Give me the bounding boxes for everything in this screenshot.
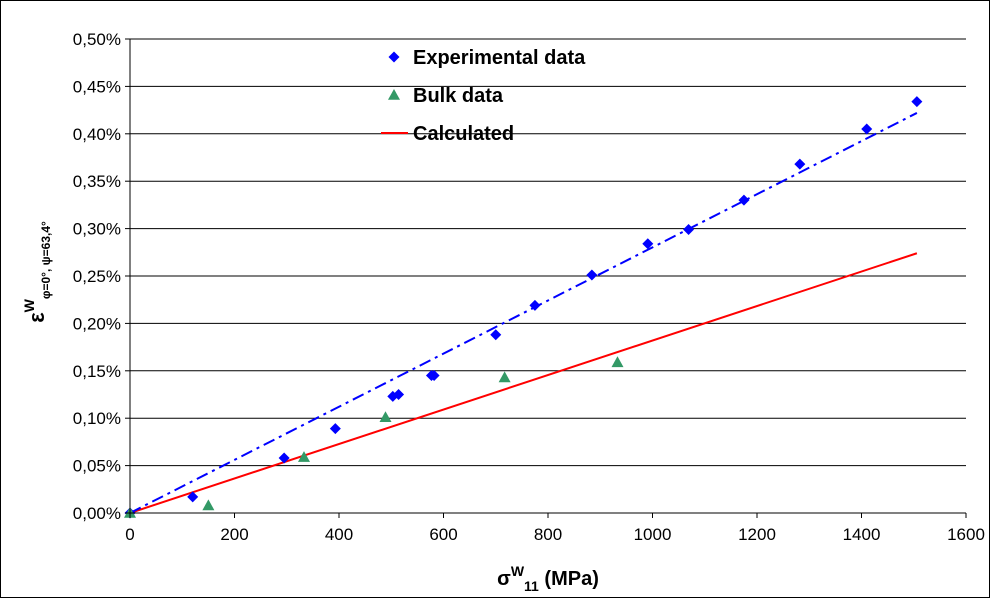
y-tick-label: 0,20% [73,314,121,333]
legend-marker [388,89,400,100]
data-point-bulk-data [297,451,310,462]
x-tick-label: 600 [429,525,457,544]
series-layer [124,96,923,519]
data-point-experimental-data [490,329,502,341]
y-tick-label: 0,05% [73,457,121,476]
x-tick-label: 400 [325,525,353,544]
y-axis-symbol: ε [24,312,49,323]
x-tick-label: 200 [220,525,248,544]
x-axis-symbol: σ [497,568,511,590]
grid [130,38,966,467]
x-tick-label: 1600 [947,525,985,544]
data-point-experimental-data [794,158,806,170]
data-point-experimental-data [393,389,405,400]
x-tick-label: 800 [534,525,562,544]
y-axis-superscript: W [21,298,37,312]
trend-line [129,112,918,514]
y-tick-label: 0,35% [73,172,121,191]
series-line-calculated [129,252,918,514]
legend: Experimental data Bulk data Calculated [381,47,586,145]
legend-marker [388,51,400,63]
y-tick-label: 0,30% [73,220,121,239]
y-tick-label: 0,45% [73,77,121,96]
x-axis-title: σW11 (MPa) [497,563,599,594]
x-tick-label: 1400 [843,525,881,544]
data-point-bulk-data [379,411,392,423]
x-tick-label: 1200 [738,525,776,544]
x-tick-label: 0 [125,525,134,544]
y-tick-label: 0,15% [73,362,121,381]
data-point-experimental-data [911,96,923,108]
data-point-experimental-data [529,299,541,311]
data-point-experimental-data [738,194,750,206]
data-point-experimental-data [278,452,290,464]
y-axis-subscript: φ=0°, ψ=63,4° [39,221,53,299]
legend-label: Calculated [413,123,514,145]
data-point-experimental-data [586,269,598,281]
data-point-bulk-data [498,371,511,383]
y-tick-label: 0,50% [73,30,121,49]
data-point-experimental-data [428,370,440,382]
x-axis-subscript: 11 [524,578,539,594]
x-axis-superscript: W [511,563,525,579]
data-point-experimental-data [187,491,199,503]
data-point-experimental-data [329,423,341,435]
y-tick-label: 0,25% [73,267,121,286]
y-tick-label: 0,40% [73,125,121,144]
y-tick-label: 0,00% [73,504,121,523]
legend-label: Bulk data [413,85,504,107]
x-axis-unit: (MPa) [539,568,599,590]
data-point-bulk-data [202,499,215,511]
data-point-experimental-data [642,238,654,250]
legend-label: Experimental data [413,47,586,69]
data-point-experimental-data [861,123,873,135]
y-axis-title: εWφ=0°, ψ=63,4° [21,221,53,323]
y-tick-label: 0,10% [73,409,121,428]
data-point-bulk-data [611,356,624,368]
x-tick-label: 1000 [634,525,672,544]
data-point-experimental-data [683,224,695,236]
axes: 0,00% 0,05% 0,10% 0,15% 0,20% 0,25% 0,30% 0,35%… [73,30,985,544]
